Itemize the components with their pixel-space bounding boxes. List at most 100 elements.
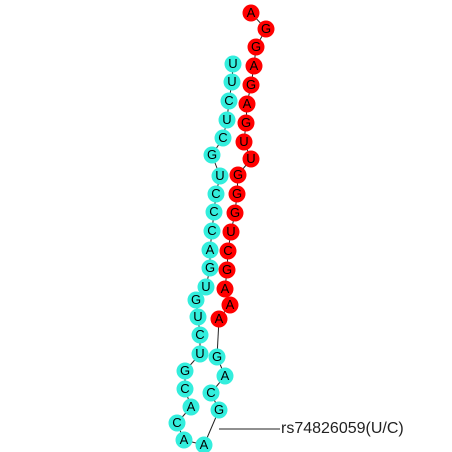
nucleotide: G bbox=[203, 146, 221, 164]
nucleotide: A bbox=[195, 436, 213, 452]
nucleotide-letter: A bbox=[206, 242, 215, 257]
nucleotide-circle bbox=[201, 259, 219, 277]
nucleotide-circle bbox=[219, 242, 237, 260]
nucleotide: G bbox=[257, 20, 275, 38]
nucleotide: G bbox=[242, 76, 260, 94]
nucleotide: U bbox=[211, 167, 229, 185]
nucleotide: G bbox=[218, 261, 236, 279]
nucleotide-circle bbox=[242, 150, 260, 168]
nucleotide: G bbox=[187, 291, 205, 309]
nucleotide: A bbox=[210, 310, 228, 328]
nucleotide: C bbox=[214, 129, 232, 147]
nucleotide-circle bbox=[210, 401, 228, 419]
nucleotide-circle bbox=[222, 223, 240, 241]
nucleotide: G bbox=[210, 401, 228, 419]
nucleotide-letter: U bbox=[222, 112, 231, 127]
nucleotide: U bbox=[197, 278, 215, 296]
nucleotide-circle bbox=[195, 436, 213, 452]
nucleotide-circle bbox=[182, 398, 200, 416]
nucleotide: A bbox=[182, 398, 200, 416]
nucleotide-circle bbox=[242, 76, 260, 94]
nucleotide: U bbox=[242, 150, 260, 168]
nucleotide-circle bbox=[235, 133, 253, 151]
nucleotide-letter: C bbox=[206, 385, 215, 400]
nucleotide-letter: G bbox=[246, 77, 256, 92]
nucleotide: G bbox=[247, 38, 265, 56]
nucleotide-circle bbox=[223, 73, 241, 91]
nucleotide-letter: U bbox=[227, 74, 236, 89]
nucleotide-circle bbox=[176, 380, 194, 398]
nucleotide-circle bbox=[197, 278, 215, 296]
nucleotide-letter: G bbox=[191, 292, 201, 307]
nucleotide-circle bbox=[189, 308, 207, 326]
nucleotide-circle bbox=[175, 431, 193, 449]
nucleotide: G bbox=[208, 348, 226, 366]
nucleotide-letter: G bbox=[233, 167, 243, 182]
nucleotide: C bbox=[203, 222, 221, 240]
nucleotide-letter: C bbox=[180, 381, 189, 396]
nucleotide: A bbox=[201, 241, 219, 259]
nucleotide-letter: C bbox=[211, 186, 220, 201]
nucleotide-circle bbox=[203, 222, 221, 240]
nucleotide-letter: G bbox=[230, 205, 240, 220]
nucleotide-letter: A bbox=[180, 432, 189, 447]
nucleotide-circle bbox=[208, 348, 226, 366]
nucleotide-circle bbox=[237, 114, 255, 132]
nucleotide-letter: U bbox=[246, 151, 255, 166]
nucleotide-letter: C bbox=[223, 243, 232, 258]
snp-annotation-label: rs74826059(U/C) bbox=[281, 420, 404, 437]
nucleotide-circle bbox=[211, 167, 229, 185]
nucleotide-letter: U bbox=[215, 168, 224, 183]
nucleotide-letter: A bbox=[243, 96, 252, 111]
nucleotide-letter: G bbox=[251, 39, 261, 54]
nucleotide-circle bbox=[203, 146, 221, 164]
nucleotide-letter: G bbox=[205, 260, 215, 275]
nucleotide: C bbox=[168, 414, 186, 432]
nucleotide-letter: G bbox=[207, 147, 217, 162]
nucleotide-circle bbox=[245, 57, 263, 75]
nucleotide: U bbox=[224, 55, 242, 73]
nucleotide-letter: C bbox=[195, 327, 204, 342]
nucleotide-circle bbox=[218, 111, 236, 129]
nucleotide: A bbox=[216, 280, 234, 298]
nucleotide: A bbox=[238, 95, 256, 113]
nucleotide-letter: G bbox=[241, 115, 251, 130]
nucleotide-circle bbox=[168, 414, 186, 432]
nucleotide-circle bbox=[201, 241, 219, 259]
nucleotide-circle bbox=[202, 384, 220, 402]
nucleotide: U bbox=[222, 223, 240, 241]
nucleotide-circle bbox=[176, 362, 194, 380]
nucleotide-letter: A bbox=[221, 368, 230, 383]
nucleotide: G bbox=[237, 114, 255, 132]
nucleotide-letter: G bbox=[212, 349, 222, 364]
nucleotide-letter: U bbox=[239, 134, 248, 149]
nucleotide-circle bbox=[191, 345, 209, 363]
nucleotide: A bbox=[242, 4, 260, 22]
nucleotide-circle bbox=[238, 95, 256, 113]
nucleotide: U bbox=[189, 308, 207, 326]
nucleotide-circle bbox=[229, 166, 247, 184]
nucleotide: G bbox=[229, 166, 247, 184]
nucleotide: C bbox=[191, 326, 209, 344]
nucleotide-letter: C bbox=[218, 130, 227, 145]
nucleotide-circle bbox=[257, 20, 275, 38]
nucleotide-letter: A bbox=[200, 437, 209, 452]
nucleotide-letter: A bbox=[250, 58, 259, 73]
nucleotide-letter: G bbox=[232, 186, 242, 201]
nucleotide-circle bbox=[221, 296, 239, 314]
nucleotide: U bbox=[223, 73, 241, 91]
nucleotide-letter: C bbox=[209, 204, 218, 219]
nucleotide-circle bbox=[191, 326, 209, 344]
nucleotide-circle bbox=[226, 204, 244, 222]
nucleotide-letter: C bbox=[224, 93, 233, 108]
nucleotide-circle bbox=[216, 367, 234, 385]
nucleotide: C bbox=[207, 185, 225, 203]
nucleotide-letter: C bbox=[207, 223, 216, 238]
nucleotide-letter: A bbox=[221, 281, 230, 296]
nucleotide-letter: A bbox=[226, 297, 235, 312]
nucleotide-circle bbox=[216, 280, 234, 298]
nucleotide: C bbox=[205, 203, 223, 221]
nucleotide: A bbox=[175, 431, 193, 449]
nucleotide: C bbox=[220, 92, 238, 110]
nucleotide-circle bbox=[224, 55, 242, 73]
